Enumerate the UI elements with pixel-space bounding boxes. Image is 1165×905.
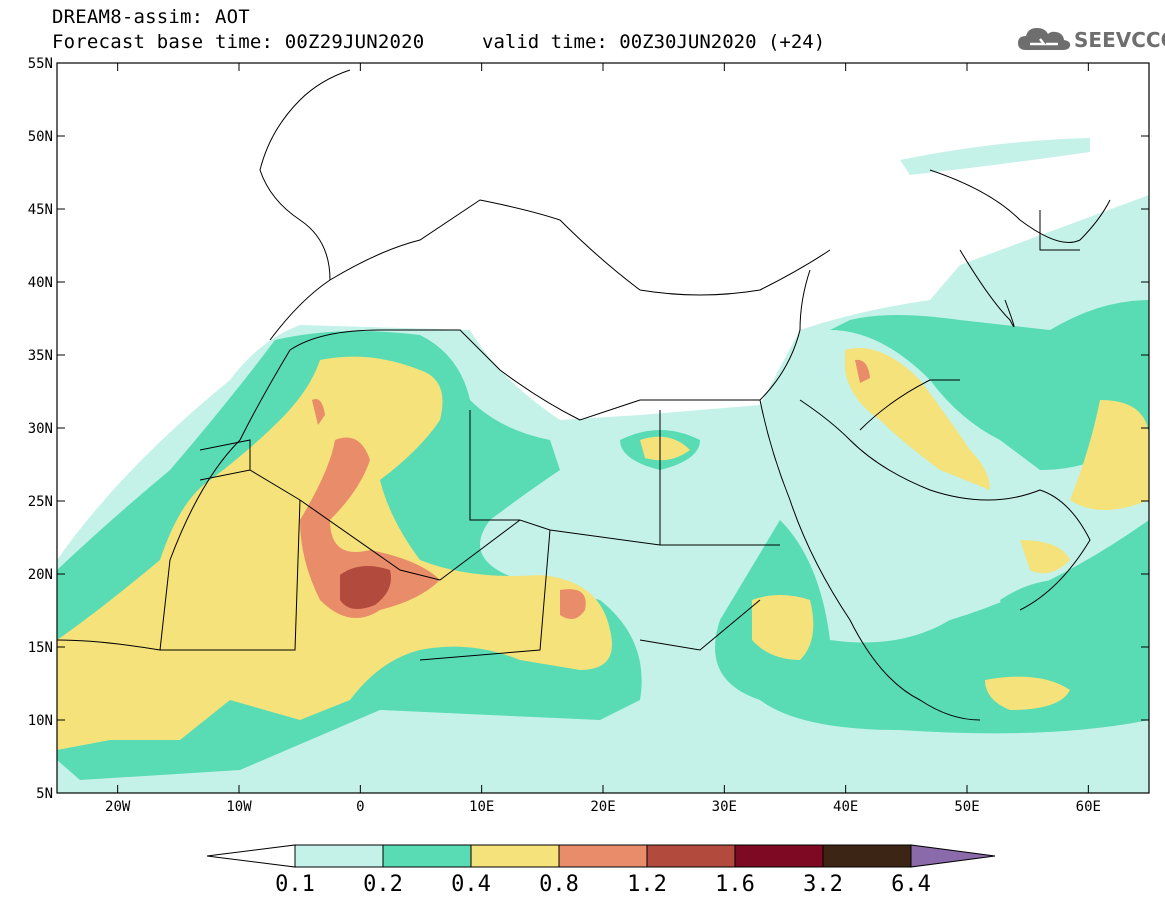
lat-label: 20N [28, 567, 53, 583]
lon-label: 20E [590, 799, 615, 815]
aot-field [57, 138, 1149, 793]
lon-label: 40E [833, 799, 858, 815]
lat-label: 55N [28, 56, 53, 72]
colorbar-label: 1.2 [627, 872, 667, 897]
lon-label: 60E [1076, 799, 1101, 815]
coastlines [57, 69, 1111, 721]
colorbar-label: 3.2 [803, 872, 843, 897]
lat-label: 15N [28, 640, 53, 656]
map-title: DREAM8-assim: AOT [52, 6, 250, 28]
lon-label: 20W [105, 799, 131, 815]
lat-label: 25N [28, 494, 53, 510]
lat-label: 40N [28, 275, 53, 291]
colorbar-right-arrow [910, 844, 996, 868]
colorbar-label: 0.4 [451, 872, 491, 897]
colorbar-label: 0.1 [275, 872, 315, 897]
lat-label: 45N [28, 202, 53, 218]
logo-text: SEEVCCC [1074, 28, 1165, 52]
colorbar-segment [734, 844, 824, 868]
axis-ticks: 20W 10W 0 10E 20E 30E 40E 50E 60E 55N 50N 45N 40N 35N… [28, 56, 1149, 815]
colorbar-label: 6.4 [891, 872, 931, 897]
lon-label: 30E [712, 799, 737, 815]
lon-label: 0 [356, 799, 364, 815]
aot-band-1.2 [340, 566, 391, 609]
colorbar-segment [470, 844, 560, 868]
lat-label: 50N [28, 129, 53, 145]
colorbar-segment [382, 844, 472, 868]
colorbar: 0.1 0.2 0.4 0.8 1.2 1.6 3.2 6.4 [206, 844, 996, 897]
colorbar-segment [646, 844, 736, 868]
seevccc-logo: SEEVCCC [1016, 22, 1165, 56]
lat-label: 10N [28, 713, 53, 729]
colorbar-left-arrow [206, 844, 296, 868]
lon-label: 50E [954, 799, 979, 815]
colorbar-segment [558, 844, 648, 868]
colorbar-label: 0.8 [539, 872, 579, 897]
lon-label: 10W [226, 799, 252, 815]
cloud-icon [1018, 28, 1071, 50]
colorbar-segment [294, 844, 384, 868]
colorbar-segment [822, 844, 912, 868]
lat-label: 5N [36, 786, 53, 802]
lon-label: 10E [469, 799, 494, 815]
lat-label: 30N [28, 421, 53, 437]
base-time: Forecast base time: 00Z29JUN2020 [52, 31, 425, 53]
colorbar-label: 0.2 [363, 872, 403, 897]
aot-band-0.8 [300, 359, 870, 619]
colorbar-label: 1.6 [715, 872, 755, 897]
lat-label: 35N [28, 348, 53, 364]
valid-time: valid time: 00Z30JUN2020 (+24) [482, 31, 826, 53]
